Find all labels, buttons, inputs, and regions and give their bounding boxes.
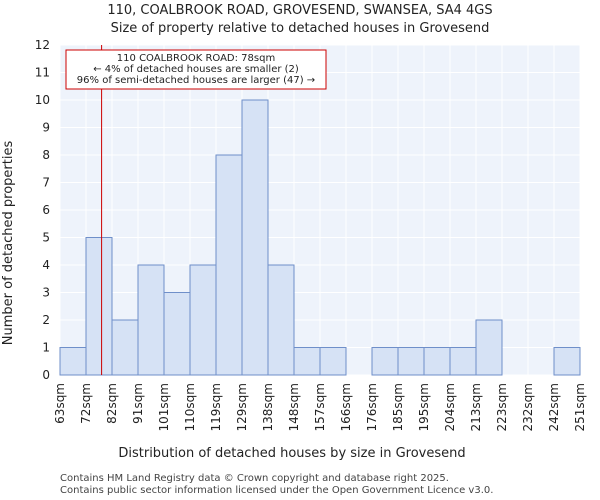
x-tick-label: 138sqm bbox=[261, 383, 275, 431]
bar-195sqm bbox=[423, 347, 451, 376]
bar-157sqm bbox=[319, 347, 347, 376]
y-tick-label: 5 bbox=[42, 231, 50, 245]
x-tick-label: 119sqm bbox=[209, 383, 223, 431]
bar-119sqm bbox=[215, 154, 243, 376]
y-tick-label: 8 bbox=[42, 148, 50, 162]
y-tick-label: 11 bbox=[35, 66, 50, 80]
annotation-line-1: 110 COALBROOK ROAD: 78sqm bbox=[117, 53, 275, 64]
x-tick-label: 185sqm bbox=[391, 383, 405, 431]
bar-101sqm bbox=[163, 292, 191, 376]
y-tick-label: 0 bbox=[42, 368, 50, 382]
chart-title: 110, COALBROOK ROAD, GROVESEND, SWANSEA,… bbox=[107, 3, 492, 18]
annotation-box bbox=[65, 49, 327, 90]
y-tick-label: 9 bbox=[42, 121, 50, 135]
x-tick-label: 251sqm bbox=[573, 383, 587, 431]
x-tick-label: 63sqm bbox=[53, 383, 67, 424]
x-axis-label: Distribution of detached houses by size … bbox=[118, 446, 465, 461]
x-tick-label: 110sqm bbox=[183, 383, 197, 431]
bar-204sqm bbox=[449, 347, 477, 376]
x-tick-label: 166sqm bbox=[339, 383, 353, 431]
x-tick-label: 213sqm bbox=[469, 383, 483, 431]
chart-subtitle: Size of property relative to detached ho… bbox=[111, 21, 490, 36]
x-tick-label: 72sqm bbox=[79, 383, 93, 424]
bars bbox=[59, 99, 581, 376]
x-tick-label: 204sqm bbox=[443, 383, 457, 431]
footer-line-1: Contains HM Land Registry data © Crown c… bbox=[60, 473, 449, 484]
y-tick-label: 3 bbox=[42, 286, 50, 300]
bar-176sqm bbox=[371, 347, 399, 376]
x-tick-label: 232sqm bbox=[521, 383, 535, 431]
bar-213sqm bbox=[475, 319, 503, 376]
bar-63sqm bbox=[59, 347, 87, 376]
x-tick-label: 82sqm bbox=[105, 383, 119, 424]
y-tick-label: 12 bbox=[35, 38, 50, 52]
x-tick-label: 91sqm bbox=[131, 383, 145, 424]
bar-138sqm bbox=[267, 264, 295, 376]
marker: 110 COALBROOK ROAD: 78sqm ← 4% of detach… bbox=[65, 45, 327, 375]
x-tick-label: 223sqm bbox=[495, 383, 509, 431]
bar-91sqm bbox=[137, 264, 165, 376]
bar-82sqm bbox=[111, 319, 139, 376]
x-tick-label: 242sqm bbox=[547, 383, 561, 431]
x-tick-label: 129sqm bbox=[235, 383, 249, 431]
x-tick-label: 148sqm bbox=[287, 383, 301, 431]
y-tick-label: 10 bbox=[35, 93, 50, 107]
annotation-line-2: ← 4% of detached houses are smaller (2) bbox=[93, 64, 299, 75]
bar-72sqm bbox=[85, 237, 113, 376]
x-tick-labels: 63sqm 72sqm 82sqm 91sqm 101sqm 110sqm 119sqm 12… bbox=[53, 383, 587, 431]
bar-185sqm bbox=[397, 347, 425, 376]
bar-148sqm bbox=[293, 347, 321, 376]
y-tick-label: 6 bbox=[42, 203, 50, 217]
footer-line-2: Contains public sector information licen… bbox=[60, 485, 494, 496]
x-tick-label: 157sqm bbox=[313, 383, 327, 431]
x-tick-label: 101sqm bbox=[157, 383, 171, 431]
x-tick-label: 176sqm bbox=[365, 383, 379, 431]
x-tick-label: 195sqm bbox=[417, 383, 431, 431]
y-axis-label: Number of detached properties bbox=[1, 141, 16, 346]
y-tick-label: 1 bbox=[42, 341, 50, 355]
y-tick-label: 7 bbox=[42, 176, 50, 190]
y-tick-label: 4 bbox=[42, 258, 50, 272]
bar-110sqm bbox=[189, 264, 217, 376]
y-tick-label: 2 bbox=[42, 313, 50, 327]
annotation-line-3: 96% of semi-detached houses are larger (… bbox=[77, 75, 315, 86]
bar-242sqm bbox=[553, 347, 581, 376]
bar-129sqm bbox=[241, 99, 269, 376]
